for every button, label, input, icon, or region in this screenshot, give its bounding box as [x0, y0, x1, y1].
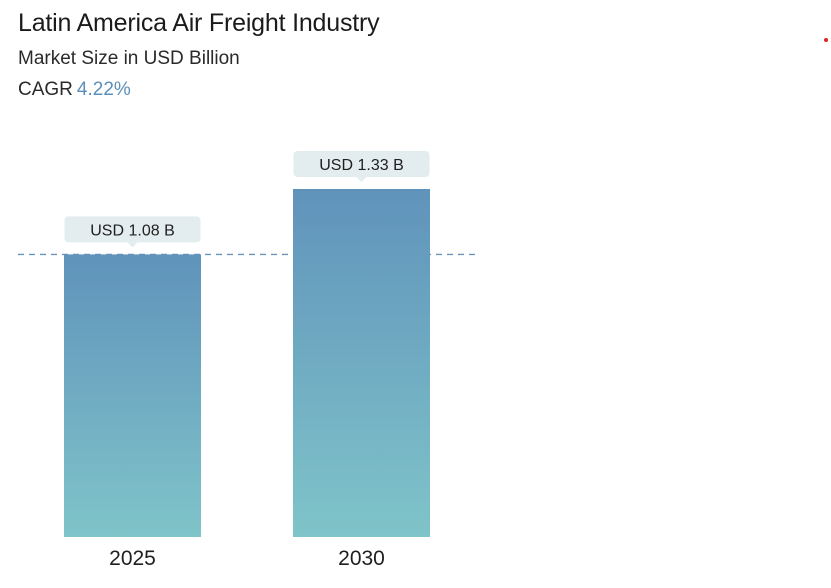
- data-label-2030: USD 1.33 B: [319, 157, 403, 174]
- chart-subtitle: Market Size in USD Billion: [18, 48, 240, 69]
- bar-2025: [64, 254, 201, 538]
- data-label-pointer-2025: [127, 242, 138, 248]
- cagr-line: CAGR 4.22%: [18, 79, 131, 101]
- x-tick-label-2025: 2025: [109, 547, 156, 570]
- bar-2030: [293, 189, 430, 537]
- cagr-value: 4.22%: [76, 79, 131, 100]
- data-label-box-2030: [293, 151, 430, 177]
- data-label-2025: USD 1.08 B: [90, 222, 174, 239]
- data-label-box-2025: [64, 216, 201, 243]
- x-tick-label-2030: 2030: [338, 547, 385, 570]
- data-label-pointer-2030: [356, 177, 367, 182]
- cagr-label: CAGR: [18, 79, 73, 100]
- brand-dot-icon: [824, 38, 828, 42]
- chart-title: Latin America Air Freight Industry: [18, 9, 380, 37]
